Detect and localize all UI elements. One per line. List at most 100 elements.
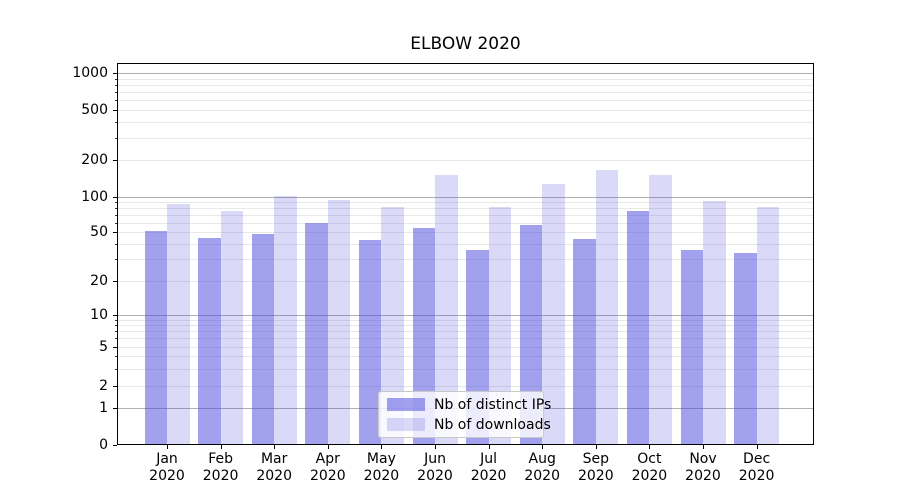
y-minor-tick bbox=[115, 85, 117, 87]
minor-gridline bbox=[118, 356, 813, 358]
x-tick-label-line: 2020 bbox=[577, 468, 614, 484]
minor-gridline bbox=[118, 122, 813, 124]
y-tick-label: 100 bbox=[81, 188, 108, 205]
bar-nb-of-downloads-nov-2020 bbox=[703, 200, 726, 444]
bar-nb-of-downloads-oct-2020 bbox=[649, 174, 672, 444]
bar-nb-of-distinct-ips-may-2020 bbox=[358, 240, 382, 444]
y-tick bbox=[113, 408, 117, 409]
x-tick-label-line: 2020 bbox=[470, 468, 507, 484]
y-minor-tick bbox=[115, 243, 117, 245]
bar-nb-of-downloads-jan-2020 bbox=[167, 204, 190, 444]
x-tick-label-line: May bbox=[366, 451, 396, 467]
bar-nb-of-downloads-sep-2020 bbox=[595, 170, 619, 444]
x-tick bbox=[542, 445, 544, 449]
y-tick bbox=[113, 160, 117, 161]
x-tick-label: Sep 2020 bbox=[566, 451, 626, 485]
x-tick-label-line: Jul bbox=[480, 451, 498, 467]
minor-gridline bbox=[118, 137, 813, 139]
y-minor-tick bbox=[115, 319, 117, 321]
bar-nb-of-downloads-jul-2020 bbox=[488, 206, 512, 444]
y-tick-label: 500 bbox=[81, 102, 108, 118]
x-tick bbox=[274, 445, 276, 449]
x-tick-label-line: Dec bbox=[743, 451, 771, 467]
bar-nb-of-distinct-ips-nov-2020 bbox=[680, 249, 703, 444]
x-tick-label-line: 2020 bbox=[309, 468, 346, 484]
x-tick-label-line: Sep bbox=[582, 451, 609, 467]
bar-nb-of-distinct-ips-feb-2020 bbox=[198, 237, 221, 444]
x-tick-label: Jun 2020 bbox=[405, 451, 465, 485]
minor-gridline bbox=[118, 110, 813, 111]
x-tick bbox=[327, 445, 329, 449]
bar-nb-of-downloads-jun-2020 bbox=[435, 174, 458, 444]
y-tick-label: 0 bbox=[99, 437, 108, 453]
x-tick-label: Feb 2020 bbox=[191, 451, 251, 485]
x-tick-label: Aug 2020 bbox=[512, 451, 572, 485]
y-tick-label: 20 bbox=[90, 273, 108, 289]
minor-gridline bbox=[118, 222, 813, 224]
bar-nb-of-distinct-ips-sep-2020 bbox=[573, 238, 596, 444]
x-tick-label-line: Oct bbox=[637, 451, 662, 467]
y-tick bbox=[113, 73, 117, 75]
y-minor-tick bbox=[115, 78, 117, 80]
y-minor-tick bbox=[115, 259, 117, 261]
y-minor-tick bbox=[115, 201, 117, 203]
y-tick-label: 200 bbox=[81, 152, 108, 168]
x-tick-label-line: 2020 bbox=[524, 468, 560, 484]
x-tick bbox=[703, 445, 704, 449]
x-tick-label-line: Nov bbox=[689, 451, 717, 467]
major-gridline bbox=[118, 196, 813, 198]
y-tick bbox=[113, 281, 117, 282]
minor-gridline bbox=[118, 85, 813, 87]
legend: Nb of distinct IPs Nb of downloads bbox=[378, 391, 551, 438]
y-tick-label: 5 bbox=[99, 338, 108, 355]
bar-nb-of-distinct-ips-mar-2020 bbox=[251, 234, 275, 444]
x-tick-label: Nov 2020 bbox=[673, 451, 733, 485]
y-tick bbox=[113, 232, 117, 233]
bar-nb-of-downloads-mar-2020 bbox=[274, 196, 297, 444]
plot-area bbox=[117, 63, 814, 445]
y-minor-tick bbox=[115, 368, 117, 370]
y-tick bbox=[113, 196, 117, 198]
x-tick-label-line: Aug bbox=[528, 451, 556, 467]
bar-nb-of-distinct-ips-dec-2020 bbox=[734, 252, 757, 444]
minor-gridline bbox=[118, 92, 813, 94]
x-tick-label-line: 2020 bbox=[256, 468, 292, 484]
minor-gridline bbox=[118, 232, 813, 233]
y-minor-tick bbox=[115, 100, 117, 102]
y-tick bbox=[113, 315, 117, 316]
x-tick bbox=[381, 445, 383, 449]
bar-nb-of-distinct-ips-jun-2020 bbox=[412, 228, 435, 444]
minor-gridline bbox=[118, 338, 813, 340]
bar-nb-of-downloads-dec-2020 bbox=[756, 207, 780, 444]
x-tick-label: Apr 2020 bbox=[298, 451, 358, 485]
x-tick bbox=[649, 445, 651, 449]
x-tick-label-line: 2020 bbox=[363, 468, 400, 484]
y-minor-tick bbox=[115, 92, 117, 94]
x-tick-label: Jul 2020 bbox=[459, 451, 519, 485]
y-minor-tick bbox=[115, 222, 117, 224]
y-minor-tick bbox=[115, 207, 117, 209]
x-tick-label: May 2020 bbox=[351, 451, 411, 485]
legend-item-downloads: Nb of downloads bbox=[387, 417, 551, 433]
x-tick-label-line: Mar bbox=[260, 451, 288, 467]
x-tick bbox=[220, 445, 222, 449]
x-tick bbox=[435, 445, 436, 449]
y-tick bbox=[113, 386, 117, 387]
y-tick bbox=[113, 445, 117, 446]
minor-gridline bbox=[118, 201, 813, 203]
x-tick-label: Oct 2020 bbox=[619, 451, 679, 485]
y-tick-label: 1000 bbox=[72, 65, 108, 82]
chart-title: ELBOW 2020 bbox=[410, 34, 521, 54]
y-minor-tick bbox=[115, 356, 117, 358]
x-tick-label-line: Feb bbox=[208, 451, 233, 467]
bar-nb-of-downloads-feb-2020 bbox=[220, 211, 244, 444]
x-tick-label: Mar 2020 bbox=[244, 451, 304, 485]
y-minor-tick bbox=[115, 137, 117, 139]
x-tick-label-line: 2020 bbox=[149, 468, 185, 484]
minor-gridline bbox=[118, 346, 813, 348]
x-tick-label: Jan 2020 bbox=[137, 451, 197, 485]
minor-gridline bbox=[118, 78, 813, 80]
y-tick-label: 50 bbox=[90, 224, 108, 240]
y-minor-tick bbox=[115, 214, 117, 216]
minor-gridline bbox=[118, 319, 813, 321]
